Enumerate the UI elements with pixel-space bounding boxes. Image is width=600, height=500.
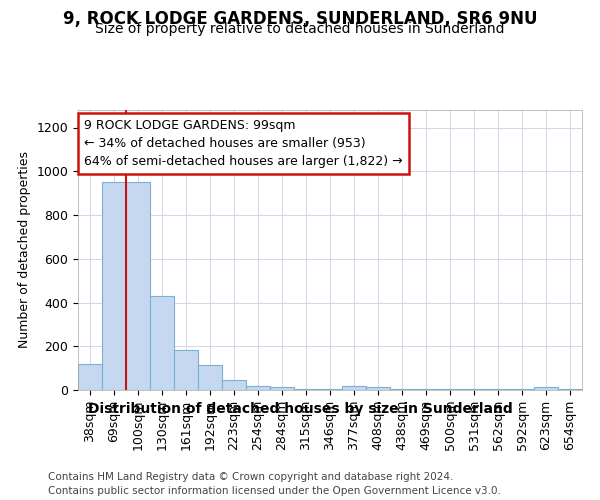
Bar (78, 364, 102, 390)
Text: 9, ROCK LODGE GARDENS, SUNDERLAND, SR6 9NU: 9, ROCK LODGE GARDENS, SUNDERLAND, SR6 9… (63, 10, 537, 28)
Bar (270, 386, 294, 390)
Bar (342, 386, 366, 390)
Bar (534, 388, 558, 390)
Text: 9 ROCK LODGE GARDENS: 99sqm
← 34% of detached houses are smaller (953)
64% of se: 9 ROCK LODGE GARDENS: 99sqm ← 34% of det… (84, 118, 403, 168)
Text: Size of property relative to detached houses in Sunderland: Size of property relative to detached ho… (95, 22, 505, 36)
Bar (174, 350, 198, 390)
Bar (246, 386, 270, 390)
Bar (198, 365, 222, 390)
Text: Contains public sector information licensed under the Open Government Licence v3: Contains public sector information licen… (48, 486, 501, 496)
Bar (294, 389, 318, 390)
Y-axis label: Number of detached properties: Number of detached properties (18, 152, 31, 348)
Bar (126, 182, 150, 390)
Text: Distribution of detached houses by size in Sunderland: Distribution of detached houses by size … (88, 402, 512, 416)
Bar (366, 386, 390, 390)
Bar (318, 389, 342, 390)
Bar (150, 296, 174, 390)
Bar (102, 182, 126, 390)
Text: Contains HM Land Registry data © Crown copyright and database right 2024.: Contains HM Land Registry data © Crown c… (48, 472, 454, 482)
Bar (222, 380, 246, 390)
